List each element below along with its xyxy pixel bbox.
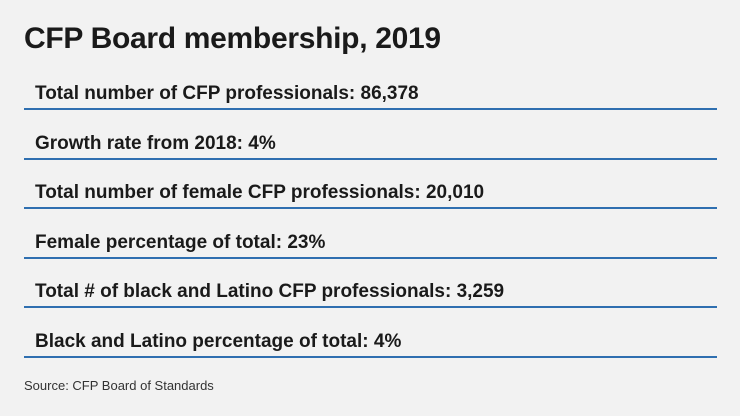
stat-row-total-professionals: Total number of CFP professionals: 86,37… [24,77,717,127]
divider-line [24,306,717,308]
stat-text: Total number of CFP professionals: 86,37… [35,83,419,104]
divider-line [24,157,717,160]
stats-list: Total number of CFP professionals: 86,37… [24,77,717,374]
stat-row-black-latino-percentage: Black and Latino percentage of total: 4% [24,325,717,375]
source-note: Source: CFP Board of Standards [24,378,214,393]
stat-text: Black and Latino percentage of total: 4% [35,330,402,352]
stat-row-female-professionals: Total number of female CFP professionals… [24,176,717,226]
stat-row-black-latino-professionals: Total # of black and Latino CFP professi… [24,275,717,325]
stat-text: Growth rate from 2018: 4% [35,132,276,154]
divider-line [24,355,717,358]
page-title: CFP Board membership, 2019 [24,22,441,55]
stat-row-female-percentage: Female percentage of total: 23% [24,226,717,276]
divider-line [24,256,717,259]
divider-line [24,207,717,209]
divider-line [24,108,717,110]
stat-text: Total # of black and Latino CFP professi… [35,281,505,302]
stat-text: Total number of female CFP professionals… [35,182,485,203]
stat-row-growth-rate: Growth rate from 2018: 4% [24,127,717,177]
stat-text: Female percentage of total: 23% [35,231,326,253]
